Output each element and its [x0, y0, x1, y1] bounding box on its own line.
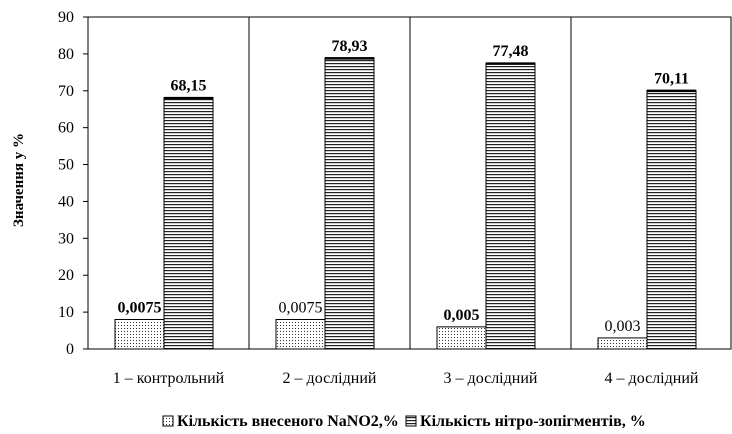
- bar-s1-c1: [114, 318, 165, 350]
- legend-swatch-nano2: [162, 415, 174, 427]
- category-label-1: 1 – контрольний: [113, 370, 225, 387]
- bar-s1-c3: [436, 326, 487, 350]
- legend-label-nano2: Кількість внесеного NaNO2,%: [177, 413, 399, 430]
- y-axis-ticks: 0 10 20 30 40 50 60 70 80 90: [58, 9, 88, 358]
- y-tick-label-90: 90: [58, 9, 74, 26]
- data-label-s1-c3: 0,005: [444, 307, 480, 324]
- bar-s1-c2: [275, 318, 326, 350]
- legend: Кількість внесеного NaNO2,% Кількість ні…: [162, 413, 646, 430]
- y-tick-label-10: 10: [58, 304, 74, 321]
- y-tick-label-80: 80: [58, 46, 74, 63]
- bar-s1-c4: [597, 337, 648, 350]
- bar-s2-c1: [163, 97, 214, 350]
- plot-area: [87, 16, 732, 350]
- y-axis-label: Значення у %: [11, 133, 27, 227]
- data-label-s2-c1: 68,15: [171, 78, 207, 95]
- data-label-s1-c4: 0,003: [605, 318, 641, 335]
- data-label-s1-c1: 0,0075: [118, 299, 162, 316]
- category-label-3: 3 – дослідний: [444, 370, 538, 387]
- y-tick-label-40: 40: [58, 193, 74, 210]
- category-labels: 1 – контрольний 2 – дослідний 3 – дослідни…: [113, 370, 699, 387]
- data-labels: 0,0075 0,0075 0,005 0,003 68,15 78,93 77,48 70,…: [118, 38, 690, 335]
- bar-s2-c2: [324, 57, 375, 350]
- category-label-2: 2 – дослідний: [283, 370, 377, 387]
- data-label-s1-c2: 0,0075: [279, 299, 323, 316]
- data-label-s2-c2: 78,93: [332, 38, 368, 55]
- bars: [114, 57, 697, 350]
- category-label-4: 4 – дослідний: [605, 370, 699, 387]
- y-tick-label-50: 50: [58, 157, 74, 174]
- legend-label-nitro: Кількість нітро-зопігментів, %: [420, 413, 646, 430]
- data-label-s2-c3: 77,48: [493, 43, 529, 60]
- y-tick-label-0: 0: [66, 341, 74, 358]
- data-label-s2-c4: 70,11: [654, 70, 689, 87]
- y-tick-label-60: 60: [58, 120, 74, 137]
- bar-s2-c4: [646, 89, 697, 350]
- y-tick-label-30: 30: [58, 230, 74, 247]
- legend-swatch-nitro: [405, 415, 417, 427]
- y-tick-label-20: 20: [58, 267, 74, 284]
- bar-s2-c3: [485, 62, 536, 350]
- y-tick-label-70: 70: [58, 83, 74, 100]
